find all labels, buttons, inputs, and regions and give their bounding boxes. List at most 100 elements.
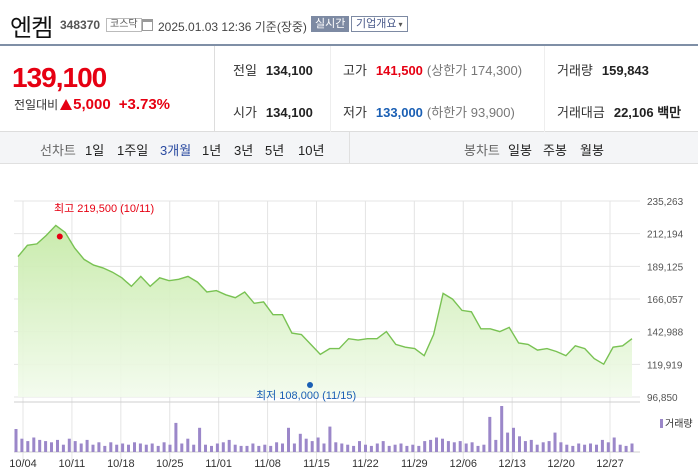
divider — [330, 46, 331, 132]
x-tick-label: 11/15 — [303, 458, 330, 470]
volume-bar — [577, 443, 581, 452]
volume-bar — [618, 444, 622, 452]
period-tab-active[interactable]: 3개월 — [160, 143, 192, 158]
volume-bar — [387, 445, 391, 452]
volume-bar — [458, 441, 462, 452]
divider — [544, 46, 545, 132]
x-tick-label: 10/18 — [107, 458, 135, 470]
stat-high: 고가 141,500 (상한가 174,300) — [343, 60, 522, 79]
volume-bar — [393, 444, 397, 452]
x-tick-label: 11/08 — [254, 458, 281, 470]
volume-bar — [115, 444, 119, 452]
volume-bar — [26, 441, 30, 452]
chart-toolbar: 선차트 1일 1주일 3개월 1년 3년 5년 10년 봉차트 일봉 주봉 월봉 — [0, 132, 698, 164]
volume-bar — [381, 441, 385, 452]
x-tick-label: 11/22 — [352, 458, 379, 470]
period-tab[interactable]: 10년 — [298, 143, 325, 158]
candle-tab[interactable]: 주봉 — [543, 143, 567, 158]
volume-bar — [14, 429, 18, 452]
volume-bar — [275, 442, 279, 452]
period-tab[interactable]: 1일 — [85, 143, 105, 158]
volume-bar — [518, 436, 521, 452]
volume-bar — [535, 444, 539, 452]
stat-open: 시가 134,100 — [233, 102, 313, 121]
change-percent: +3.73% — [118, 96, 171, 113]
volume-bar — [541, 442, 545, 452]
volume-bar — [198, 427, 202, 452]
volume-bar — [251, 443, 255, 452]
volume-bar — [553, 432, 557, 452]
volume-bar — [127, 444, 130, 452]
volume-bar — [446, 441, 450, 452]
volume-bar — [523, 441, 527, 452]
stock-code: 348370 — [60, 18, 101, 32]
volume-bar — [369, 445, 373, 452]
line-chart-label: 선차트 — [40, 143, 76, 158]
volume-bar — [162, 442, 166, 452]
x-tick-label: 12/20 — [547, 458, 575, 470]
volume-bar — [156, 445, 160, 452]
volume-bar — [429, 439, 433, 452]
stat-value: 133,000 — [375, 105, 423, 120]
volume-bar — [340, 443, 344, 452]
x-tick-label: 10/11 — [59, 458, 86, 470]
y-tick-label: 96,850 — [647, 393, 678, 404]
period-tab[interactable]: 1년 — [202, 143, 222, 158]
volume-legend: 거래량 — [660, 415, 693, 430]
volume-bar — [32, 437, 36, 452]
volume-bar — [281, 443, 284, 452]
stat-value: 134,100 — [265, 105, 313, 120]
volume-bar — [612, 437, 616, 452]
volume-bar — [411, 444, 415, 452]
stat-label: 시가 — [233, 105, 257, 120]
volume-bar — [150, 443, 154, 452]
current-price: 139,100 — [12, 62, 107, 93]
x-tick-label: 11/29 — [401, 458, 428, 470]
stat-value: 134,100 — [265, 63, 313, 78]
low-annotation: 최저 108,000 (11/15) — [256, 389, 356, 402]
volume-bar — [103, 445, 107, 452]
volume-bar — [375, 443, 379, 452]
volume-bar — [210, 445, 213, 452]
volume-bar — [423, 441, 427, 452]
volume-bar — [109, 442, 113, 452]
x-tick-label: 11/01 — [205, 458, 232, 470]
current-price-box: 139,100 전일대비 5,000 +3.73% — [0, 46, 215, 132]
stat-value: 22,106 백만 — [613, 105, 682, 120]
stock-header: 엔켐 348370 코스닥 2025.01.03 12:36 기준(장중) 실시… — [0, 0, 698, 46]
volume-bar — [204, 444, 207, 452]
volume-bar — [192, 444, 196, 452]
x-tick-label: 12/13 — [498, 458, 526, 470]
volume-bar — [328, 426, 332, 452]
company-info-label: 기업개요 — [356, 18, 397, 30]
change-amount: 5,000 — [73, 96, 111, 113]
volume-bar — [38, 439, 42, 452]
x-tick-label: 10/25 — [156, 458, 184, 470]
candle-tab[interactable]: 일봉 — [508, 143, 532, 158]
company-info-dropdown[interactable]: 기업개요 ▾ — [351, 16, 408, 32]
volume-bar — [589, 443, 592, 452]
toolbar-divider — [349, 132, 350, 164]
calendar-icon — [142, 19, 153, 31]
stock-name: 엔켐 — [10, 15, 53, 42]
volume-bar — [269, 445, 273, 452]
realtime-button[interactable]: 실시간 — [311, 16, 350, 32]
volume-bar — [221, 442, 225, 452]
stat-volume: 거래량 159,843 — [557, 60, 649, 79]
y-tick-label: 166,057 — [647, 295, 684, 306]
stat-low: 저가 133,000 (하한가 93,900) — [343, 102, 515, 121]
period-tab[interactable]: 3년 — [234, 143, 254, 158]
volume-bar — [245, 445, 249, 452]
volume-bar — [494, 439, 498, 452]
volume-bar — [488, 416, 492, 452]
stat-label: 저가 — [343, 105, 367, 120]
stat-value: 141,500 — [375, 63, 423, 78]
volume-bar — [583, 444, 587, 452]
price-area — [18, 225, 632, 397]
candle-tab[interactable]: 월봉 — [580, 143, 604, 158]
volume-bar — [304, 438, 308, 452]
price-chart[interactable]: 235,263 212,194 189,125 166,057 142,988 119,9… — [0, 190, 698, 475]
period-tab[interactable]: 1주일 — [117, 143, 149, 158]
volume-bar — [405, 445, 409, 452]
period-tab[interactable]: 5년 — [265, 143, 285, 158]
